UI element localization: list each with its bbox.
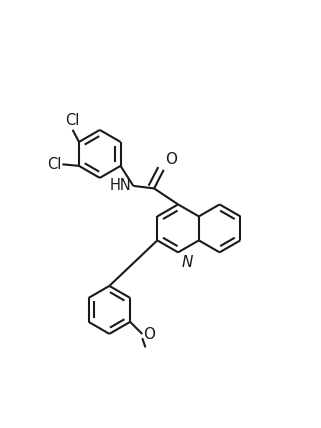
Text: O: O — [165, 152, 177, 166]
Text: Cl: Cl — [65, 113, 80, 128]
Text: Cl: Cl — [47, 157, 61, 172]
Text: HN: HN — [110, 178, 132, 193]
Text: N: N — [182, 255, 193, 270]
Text: O: O — [143, 327, 155, 342]
